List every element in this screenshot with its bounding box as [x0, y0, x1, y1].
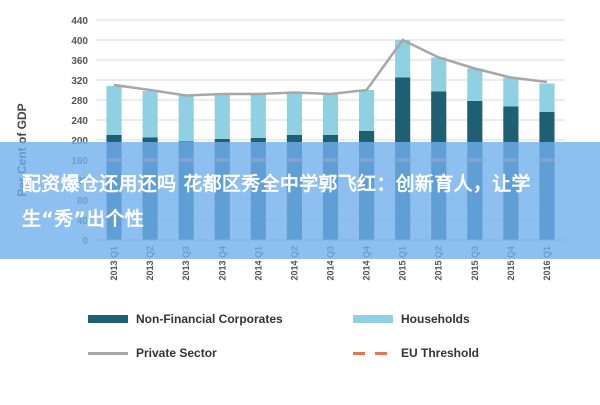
bar-households-4: [250, 94, 266, 138]
x-tick-label-8: 2015 Q1: [398, 246, 408, 281]
legend-label-households: Households: [401, 312, 470, 326]
x-tick-label-7: 2014 Q4: [362, 246, 372, 281]
bar-households-0: [106, 86, 122, 135]
bar-households-8: [395, 40, 411, 78]
legend-item-non-financial-corporates: Non-Financial Corporates: [88, 312, 283, 326]
y-tick-label-6: 240: [71, 116, 88, 127]
y-tick-label-8: 320: [71, 76, 88, 87]
legend: Non-Financial Corporates Households Priv…: [88, 312, 588, 372]
x-tick-label-2: 2013 Q3: [181, 246, 191, 281]
legend-label-non-financial-corporates: Non-Financial Corporates: [136, 312, 283, 326]
bar-households-10: [467, 68, 483, 101]
legend-swatch-households: [353, 315, 393, 323]
x-tick-label-5: 2014 Q2: [289, 246, 299, 281]
legend-label-eu-threshold: EU Threshold: [401, 346, 480, 360]
bar-households-11: [503, 77, 519, 107]
bar-households-12: [539, 83, 555, 112]
legend-item-households: Households: [353, 312, 470, 326]
x-tick-label-12: 2016 Q1: [542, 246, 552, 281]
x-tick-label-0: 2013 Q1: [109, 246, 119, 281]
legend-swatch-non-financial-corporates: [88, 315, 128, 323]
legend-item-private-sector: Private Sector: [88, 346, 217, 360]
y-tick-label-7: 280: [71, 96, 88, 107]
y-tick-label-10: 400: [71, 36, 88, 47]
legend-item-eu-threshold: EU Threshold: [353, 346, 479, 360]
x-tick-label-6: 2014 Q3: [326, 246, 336, 281]
x-tick-label-9: 2015 Q2: [434, 246, 444, 281]
line-private-sector: [113, 38, 548, 97]
bar-households-3: [214, 94, 230, 139]
bar-households-6: [322, 94, 339, 135]
x-tick-label-4: 2014 Q1: [253, 246, 263, 281]
x-tick-label-3: 2013 Q4: [217, 246, 227, 281]
bar-households-5: [286, 92, 302, 135]
y-tick-label-9: 360: [71, 56, 88, 67]
y-tick-label-11: 440: [71, 16, 88, 27]
legend-swatch-private-sector: [88, 351, 128, 355]
bar-households-2: [178, 95, 194, 142]
x-tick-label-1: 2013 Q2: [145, 246, 155, 281]
overlay-headline[interactable]: 配资爆仓还用还吗 花都区秀全中学郭飞红：创新育人，让学生“秀”出个性: [22, 173, 531, 230]
y-tick-label-5: 200: [71, 136, 88, 147]
bar-households-9: [431, 57, 447, 92]
x-tick-label-11: 2015 Q4: [506, 246, 516, 281]
x-tick-label-10: 2015 Q3: [470, 246, 480, 281]
bar-households-7: [359, 90, 375, 131]
bar-households-1: [142, 91, 158, 138]
legend-swatch-eu-threshold: [353, 351, 393, 355]
legend-label-private-sector: Private Sector: [136, 346, 217, 360]
overlay-banner: [0, 142, 600, 259]
